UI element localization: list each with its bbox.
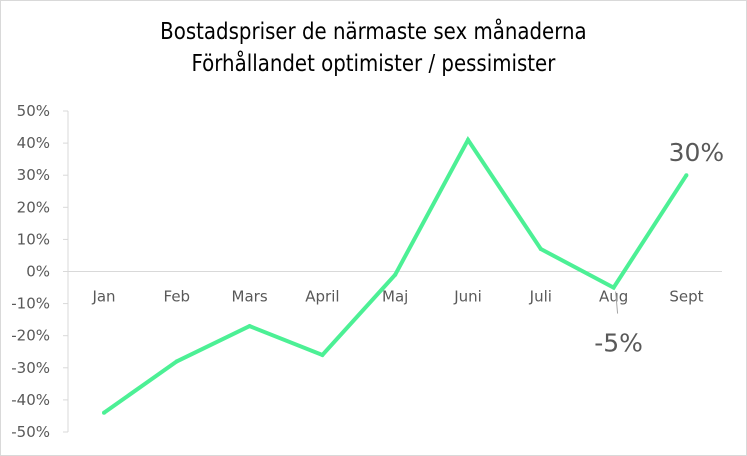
x-tick-label: Aug [599, 288, 628, 306]
y-tick-label: 0% [26, 263, 50, 281]
data-label: -5% [594, 329, 643, 358]
x-tick-label: Feb [164, 288, 191, 306]
y-tick-label: 40% [17, 134, 50, 152]
y-tick-label: -10% [11, 295, 50, 313]
y-tick-label: -40% [11, 391, 50, 409]
y-tick-label: -20% [11, 327, 50, 345]
series-group [102, 136, 689, 415]
data-point [393, 272, 398, 277]
data-point [320, 352, 325, 357]
data-point [466, 137, 470, 142]
y-tick-label: -30% [11, 359, 50, 377]
chart-title-line1: Bostadspriser de närmaste sex månaderna [160, 19, 587, 45]
x-tick-label: Maj [382, 288, 408, 306]
data-label: 30% [669, 138, 725, 167]
data-point [174, 359, 179, 364]
y-tick-label: 20% [17, 198, 50, 216]
x-tick-label: Juni [453, 288, 482, 306]
y-tick-label: 50% [17, 102, 50, 120]
data-point [611, 285, 616, 290]
x-tick-label: Jan [91, 288, 115, 306]
y-axis-tick-labels: 50% 40% 30% 20% 10% 0% -10% -20% -30% -40% -50% [11, 102, 50, 441]
x-tick-label: Sept [669, 288, 703, 306]
y-tick-label: 30% [17, 166, 50, 184]
data-labels: -5% 30% [594, 138, 724, 357]
data-label-leader-line [615, 291, 619, 314]
x-axis-tick-labels: Jan Feb Mars April Maj Juni Juli Aug Sept [91, 288, 703, 306]
data-point [102, 410, 106, 415]
data-point [247, 324, 252, 329]
x-tick-label: Juli [529, 288, 552, 306]
x-tick-label: April [305, 288, 339, 306]
data-point [538, 247, 543, 252]
y-tick-label: 10% [17, 230, 50, 248]
x-tick-label: Mars [232, 288, 268, 306]
chart-title-line2: Förhållandet optimister / pessimister [191, 51, 556, 77]
chart-title: Bostadspriser de närmaste sex månaderna … [52, 16, 694, 80]
y-tick-label: -50% [11, 423, 50, 441]
data-point [684, 173, 689, 178]
